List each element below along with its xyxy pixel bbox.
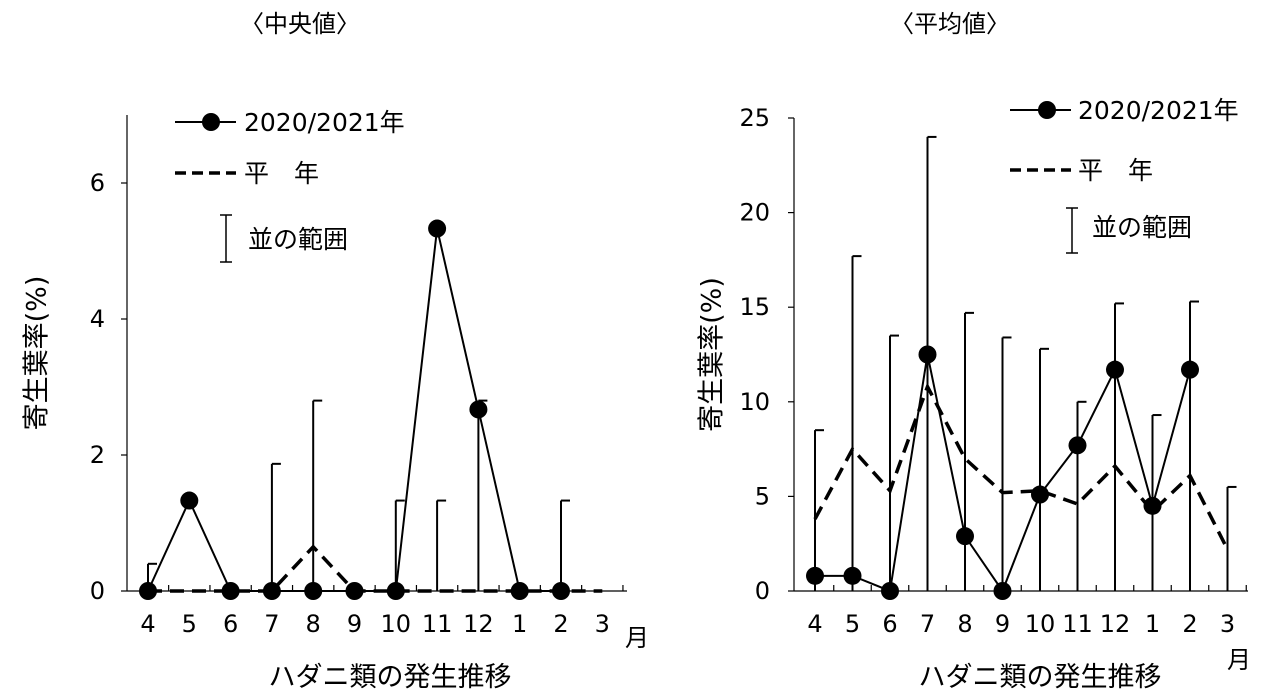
mean-x-tick-label: 3 — [1220, 610, 1235, 638]
mean-x-axis-title: ハダニ類の発生推移 — [919, 662, 1162, 693]
mean-series-current-point — [1143, 496, 1162, 515]
mean-series-current-point — [918, 345, 937, 364]
median-series-current-point — [469, 400, 488, 419]
median-x-tick-label: 10 — [381, 610, 412, 638]
mean-y-tick-label: 25 — [739, 104, 770, 132]
median-legend-label-current: 2020/2021年 — [244, 108, 405, 137]
mean-y-tick-label: 20 — [739, 199, 770, 227]
mean-x-unit-label: 月 — [1227, 646, 1251, 674]
mean-y-tick-label: 0 — [755, 577, 770, 605]
mean-x-tick-label: 7 — [920, 610, 935, 638]
mean-y-axis-title: 寄生葉率(%) — [697, 277, 728, 432]
median-x-tick-label: 2 — [553, 610, 568, 638]
median-x-tick-label: 3 — [595, 610, 610, 638]
median-x-tick-label: 9 — [347, 610, 362, 638]
mean-x-tick-label: 6 — [882, 610, 897, 638]
median-y-tick-label: 4 — [90, 305, 105, 333]
median-y-tick-label: 2 — [90, 441, 105, 469]
median-series-current-line — [147, 228, 561, 592]
median-legend-label-average: 平 年 — [244, 159, 319, 188]
mean-panel-title: 〈平均値〉 — [890, 10, 1010, 38]
mean-x-tick-label: 9 — [995, 610, 1010, 638]
median-x-tick-label: 7 — [264, 610, 279, 638]
mean-x-tick-label: 5 — [845, 610, 860, 638]
median-y-tick-label: 0 — [90, 577, 105, 605]
median-legend-solid-marker — [202, 113, 220, 131]
mean-y-tick-label: 10 — [739, 388, 770, 416]
mean-series-current-point — [1068, 436, 1087, 455]
mean-series-current-point — [1031, 485, 1049, 504]
median-series-current-point — [510, 582, 529, 600]
mean-x-tick-label: 8 — [957, 610, 972, 638]
mean-legend-solid-marker — [1038, 101, 1056, 119]
mean-series-current-point — [881, 582, 899, 600]
mean-x-tick-label: 12 — [1100, 610, 1131, 638]
mean-x-tick-label: 2 — [1182, 610, 1197, 638]
median-x-axis-title: ハダニ類の発生推移 — [269, 662, 512, 693]
median-x-tick-label: 1 — [512, 610, 527, 638]
mean-legend-label-range: 並の範囲 — [1092, 213, 1192, 242]
median-series-average-line — [148, 544, 603, 593]
mean-legend-label-average: 平 年 — [1078, 156, 1153, 185]
mean-series-average-line — [813, 382, 1230, 551]
mean-series-current-point — [843, 566, 862, 585]
mean-series-current-point — [806, 566, 824, 585]
mean-legend-label-current: 2020/2021年 — [1078, 96, 1239, 125]
median-legend-label-range: 並の範囲 — [248, 225, 348, 254]
median-series-current-point — [180, 491, 199, 510]
mean-y-tick-label: 5 — [755, 482, 770, 510]
median-y-axis-title: 寄生葉率(%) — [22, 276, 53, 431]
median-x-unit-label: 月 — [625, 624, 649, 652]
median-series-current-point — [221, 582, 240, 600]
median-x-tick-label: 4 — [140, 610, 155, 638]
median-y-tick-label: 6 — [90, 169, 105, 197]
mean-x-tick-label: 11 — [1062, 610, 1093, 638]
median-x-tick-label: 11 — [422, 610, 453, 638]
median-x-tick-label: 6 — [223, 610, 238, 638]
mean-series-current-point — [1106, 360, 1124, 379]
median-series-current-point — [304, 582, 323, 600]
median-x-tick-label: 5 — [182, 610, 197, 638]
median-x-tick-label: 8 — [306, 610, 321, 638]
mean-series-current-point — [993, 582, 1012, 600]
median-panel-title: 〈中央値〉 — [240, 10, 360, 38]
mean-x-tick-label: 4 — [807, 610, 822, 638]
mean-series-current-point — [956, 527, 974, 546]
median-x-tick-label: 12 — [463, 610, 494, 638]
mean-y-tick-label: 15 — [739, 293, 770, 321]
mean-x-tick-label: 10 — [1025, 610, 1056, 638]
mean-x-tick-label: 1 — [1145, 610, 1160, 638]
mean-series-current-point — [1181, 360, 1199, 379]
median-series-current-point — [428, 219, 447, 238]
